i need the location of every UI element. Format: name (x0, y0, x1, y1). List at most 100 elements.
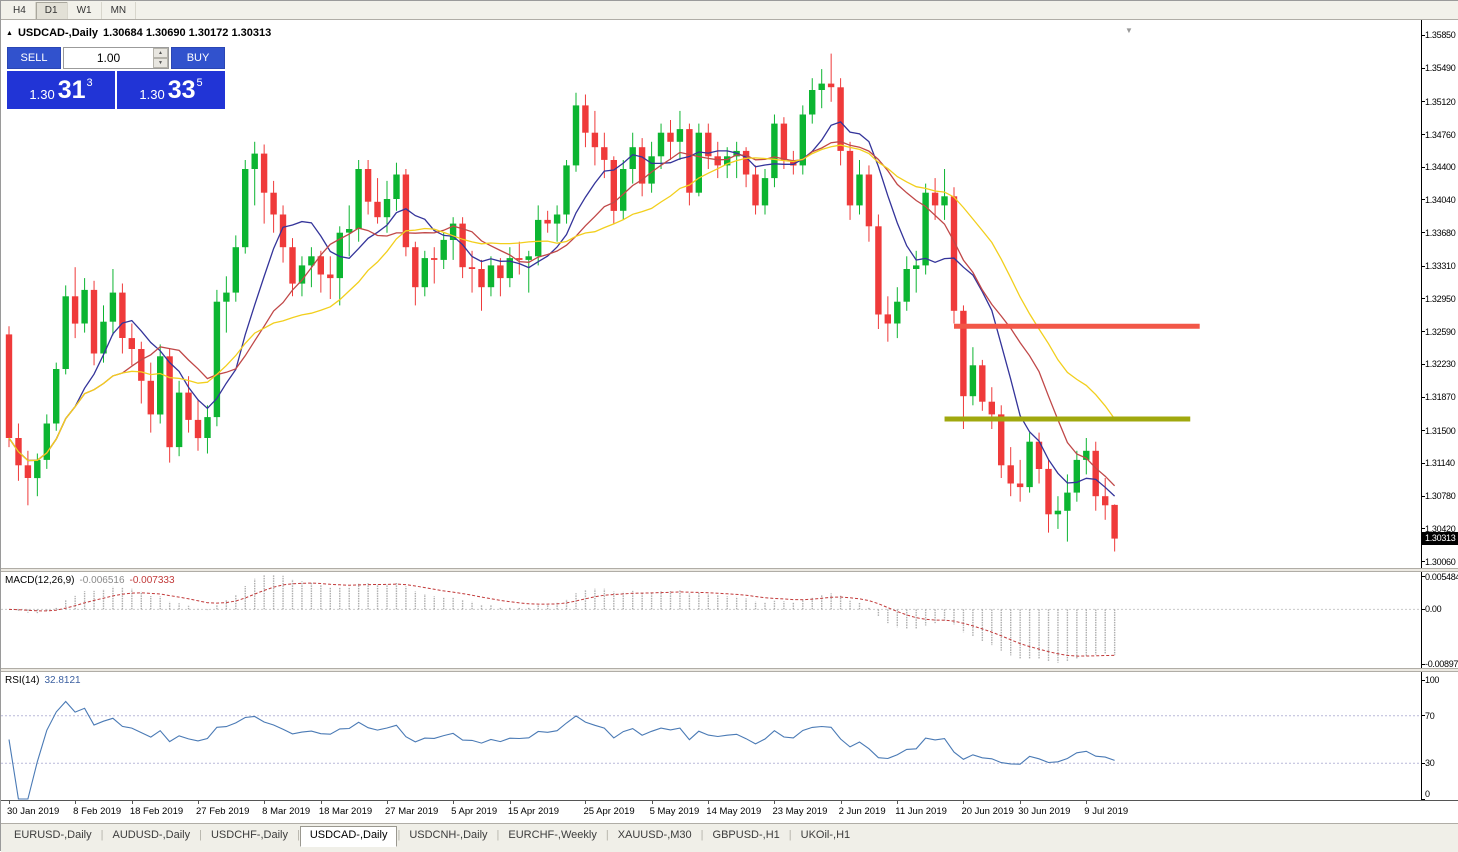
candlestick-chart (5, 53, 1200, 552)
price-axis-tick (1422, 528, 1425, 530)
chart-tab-xauusd-m30[interactable]: XAUUSD-,M30 (617, 829, 692, 841)
time-axis-tick (585, 801, 587, 804)
time-axis-tick (897, 801, 899, 804)
volume-field[interactable]: 1.00 ▲ ▼ (63, 47, 169, 69)
chart-tab-gbpusd-h1[interactable]: GBPUSD-,H1 (712, 829, 780, 841)
sell-button[interactable]: SELL (7, 47, 61, 69)
price-axis-tick (1422, 101, 1425, 103)
chart-tab-ukoil-h1[interactable]: UKOil-,H1 (800, 829, 851, 841)
rsi-axis-tick (1422, 762, 1425, 764)
rsi-axis-tick (1422, 715, 1425, 717)
price-axis-tick (1422, 232, 1425, 234)
chart-ohlc-values: 1.30684 1.30690 1.30172 1.30313 (103, 27, 272, 39)
sell-price-button[interactable]: 1.30 31 3 (7, 71, 115, 109)
chart-tab-eurusd-daily[interactable]: EURUSD-,Daily (14, 829, 92, 841)
price-axis-label: 1.33310 (1425, 261, 1456, 272)
chart-tab-usdcnh-daily[interactable]: USDCNH-,Daily (409, 829, 488, 841)
tab-separator: | (100, 829, 104, 841)
time-axis-label: 27 Mar 2019 (385, 806, 439, 817)
buy-button[interactable]: BUY (171, 47, 225, 69)
pane-splitter[interactable] (1, 568, 1458, 572)
volume-increase-button[interactable]: ▲ (153, 48, 168, 58)
tab-separator: | (199, 829, 202, 841)
time-axis-tick (453, 801, 455, 804)
time-axis-tick (198, 801, 199, 804)
timeframe-button-w1[interactable]: W1 (68, 1, 102, 19)
chart-tabs-bar: EURUSD-,Daily | AUDUSD-,Daily | USDCHF-,Dail… (1, 823, 1458, 852)
time-axis-tick (651, 801, 653, 804)
tab-separator: | (397, 829, 401, 841)
time-axis[interactable]: 30 Jan 2019 8 Feb 2019 18 Feb 2019 27 Feb 2… (1, 800, 1458, 823)
chart-tab-usdchf-daily[interactable]: USDCHF-,Daily (210, 829, 288, 841)
price-axis-label: 1.35850 (1425, 30, 1456, 41)
macd-axis-label: 0.00 (1425, 604, 1442, 615)
time-axis-label: 8 Feb 2019 (73, 806, 122, 817)
price-axis-tick (1422, 495, 1425, 497)
buy-price-main: 1.30 (139, 86, 165, 102)
ma-fast-line[interactable] (8, 121, 1116, 497)
price-axis-label: 1.32590 (1425, 326, 1456, 337)
buy-price-pips: 33 (167, 75, 196, 104)
time-axis-label: 18 Feb 2019 (129, 806, 184, 817)
price-axis-label: 1.32230 (1425, 359, 1456, 370)
trade-panel-price-row: 1.30 31 3 1.30 33 5 (7, 71, 225, 109)
price-axis-tick (1422, 134, 1425, 135)
time-axis-tick (509, 801, 511, 804)
time-axis-tick (264, 801, 266, 804)
rsi-axis-label: 0 (1425, 789, 1430, 799)
tab-separator: | (700, 829, 704, 841)
price-axis-tick (1422, 561, 1425, 563)
volume-value[interactable]: 1.00 (96, 51, 121, 65)
price-axis[interactable]: 1.35850 1.35490 1.35120 1.34760 1.34400 1.340… (1421, 20, 1458, 568)
price-axis-label: 1.35490 (1425, 63, 1456, 74)
pane-splitter[interactable] (1, 668, 1458, 672)
macd-main-value: -0.006516 (79, 575, 125, 586)
macd-axis-label: 0.005484 (1425, 572, 1458, 582)
rsi-axis: 100 70 30 0 (1421, 672, 1458, 800)
macd-axis-tick (1422, 608, 1425, 610)
rsi-indicator-pane[interactable]: RSI(14) 32.8121 (1, 672, 1421, 800)
price-axis-tick (1422, 430, 1425, 432)
scroll-end-marker-icon: ▼ (1125, 26, 1133, 35)
macd-axis-tick (1422, 575, 1425, 577)
rsi-name: RSI(14) (5, 675, 40, 686)
time-axis-tick (1086, 801, 1088, 804)
tab-separator: | (296, 829, 300, 841)
rsi-line (8, 700, 1115, 800)
price-axis-tick (1422, 67, 1425, 69)
volume-decrease-button[interactable]: ▼ (153, 58, 168, 68)
price-axis-tick (1422, 265, 1425, 267)
ma-medium-line[interactable] (8, 140, 1116, 487)
chart-tab-audusd-daily[interactable]: AUDUSD-,Daily (112, 829, 191, 841)
macd-indicator-pane[interactable]: MACD(12,26,9) -0.006516 -0.007333 (1, 572, 1421, 668)
price-axis-label: 1.32950 (1425, 293, 1456, 304)
chart-title: ▲ USDCAD-,Daily 1.30684 1.30690 1.30172 … (6, 27, 271, 39)
rsi-axis-tick (1422, 798, 1425, 800)
time-axis-label: 20 Jun 2019 (961, 806, 1014, 817)
buy-price-button[interactable]: 1.30 33 5 (117, 71, 225, 109)
time-axis-label: 8 Mar 2019 (262, 806, 311, 817)
timeframe-button-h4[interactable]: H4 (4, 1, 36, 19)
timeframe-button-d1[interactable]: D1 (35, 1, 68, 19)
volume-spinner: ▲ ▼ (153, 48, 168, 68)
macd-axis-tick (1422, 663, 1425, 665)
current-price-tag: 1.30313 (1422, 532, 1458, 546)
price-axis-label: 1.30060 (1425, 556, 1456, 567)
time-axis-label: 30 Jan 2019 (7, 806, 60, 817)
price-axis-label: 1.34040 (1425, 194, 1456, 205)
time-axis-label: 5 Apr 2019 (451, 806, 498, 817)
rsi-axis-label: 30 (1425, 758, 1435, 769)
chart-tab-usdcad-daily[interactable]: USDCAD-,Daily (299, 826, 398, 847)
macd-name: MACD(12,26,9) (5, 575, 75, 586)
sell-price-main: 1.30 (29, 86, 55, 102)
price-axis-label: 1.31870 (1425, 392, 1456, 403)
chart-tab-eurchf-weekly[interactable]: EURCHF-,Weekly (508, 829, 597, 841)
ma-slow-line[interactable] (8, 144, 1116, 462)
timeframe-button-mn[interactable]: MN (102, 1, 137, 19)
price-chart-pane[interactable]: ▲ USDCAD-,Daily 1.30684 1.30690 1.30172 … (1, 20, 1421, 568)
time-axis-tick (9, 801, 10, 804)
time-axis-label: 15 Apr 2019 (507, 806, 560, 817)
price-axis-label: 1.31500 (1425, 425, 1456, 436)
time-axis-tick (774, 801, 776, 804)
